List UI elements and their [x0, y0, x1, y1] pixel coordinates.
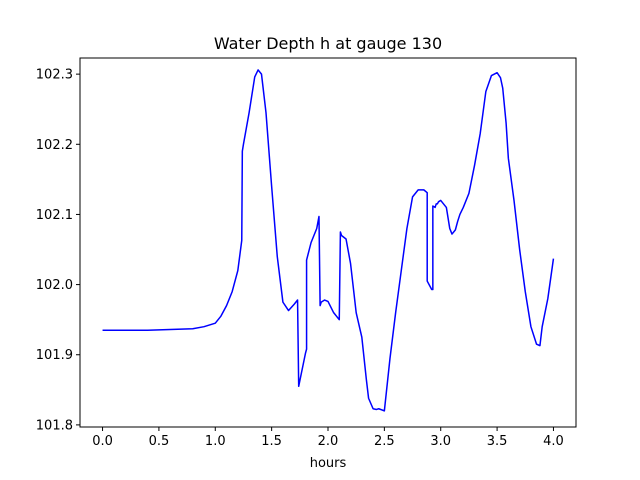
x-tick-label: 1.0 — [205, 434, 226, 449]
y-tick-label: 102.1 — [36, 208, 73, 223]
x-axis-label: hours — [310, 456, 347, 471]
x-tick-label: 2.0 — [318, 434, 339, 449]
x-tick-label: 2.5 — [374, 434, 395, 449]
x-tick-label: 0.5 — [149, 434, 170, 449]
y-tick-label: 102.3 — [36, 68, 73, 83]
x-tick-label: 3.0 — [430, 434, 451, 449]
y-axis: 101.8 101.9 102.0 102.1 102.2 102.3 — [36, 68, 80, 433]
series-line-0 — [102, 69, 555, 412]
y-tick-label: 101.9 — [36, 348, 73, 363]
plot-layer — [102, 69, 555, 412]
chart-title: Water Depth h at gauge 130 — [214, 34, 442, 53]
x-axis: 0.0 0.5 1.0 1.5 2.0 2.5 3.0 3.5 4.0 — [92, 427, 564, 449]
x-tick-label: 0.0 — [92, 434, 113, 449]
y-tick-label: 101.8 — [36, 418, 73, 433]
y-tick-label: 102.2 — [36, 138, 73, 153]
x-tick-label: 1.5 — [261, 434, 282, 449]
y-tick-label: 102.0 — [36, 278, 73, 293]
x-tick-label: 3.5 — [487, 434, 508, 449]
x-tick-label: 4.0 — [543, 434, 564, 449]
